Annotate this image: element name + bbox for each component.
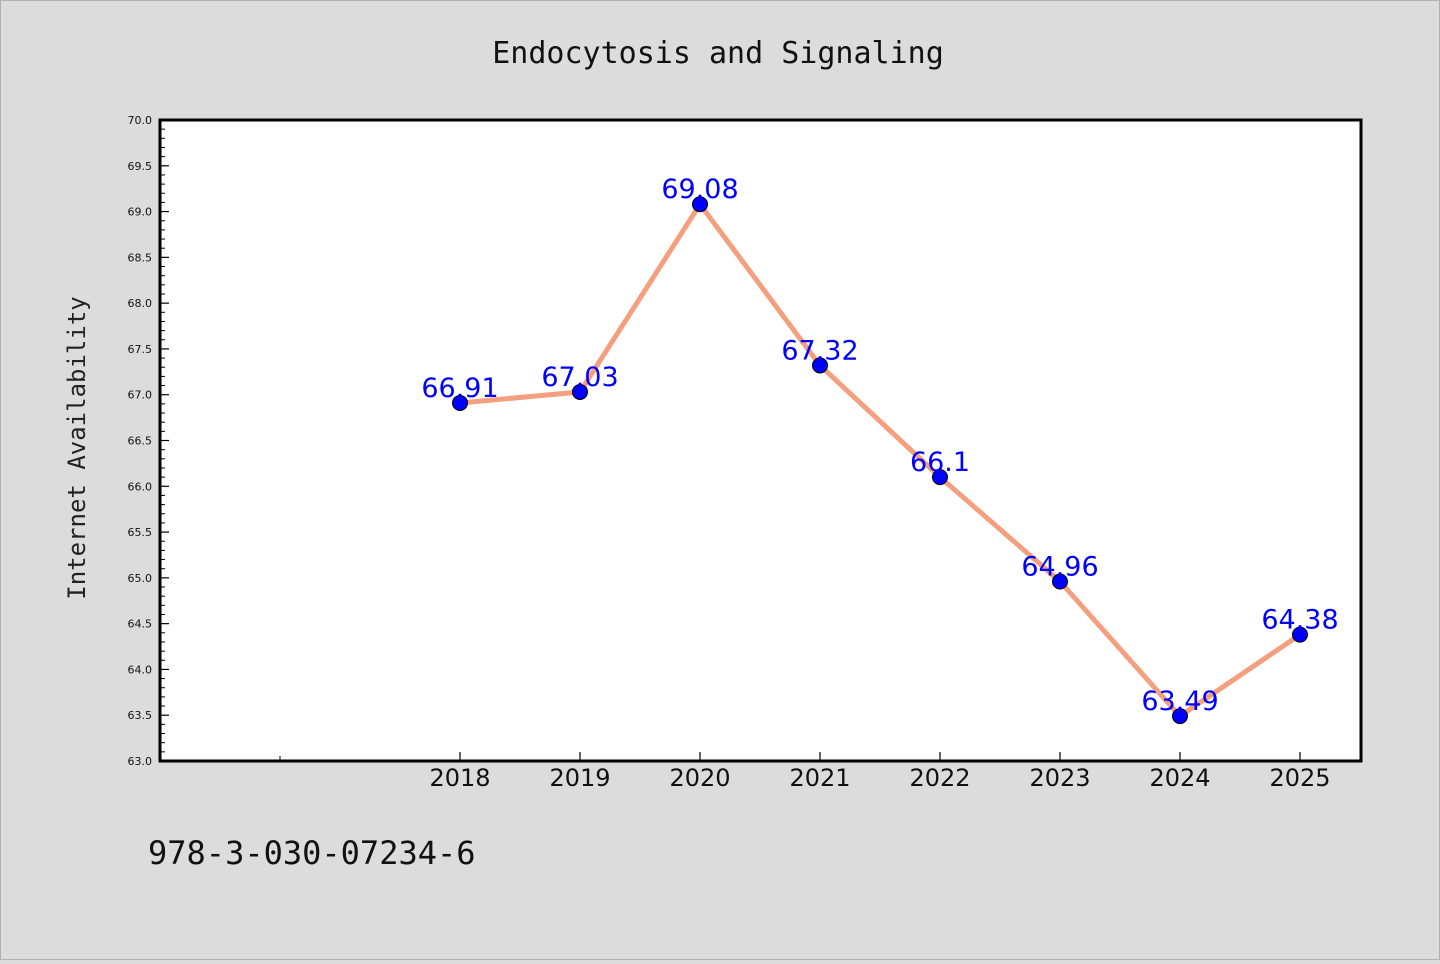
data-label: 67.32 [781, 335, 858, 366]
data-point [812, 357, 828, 374]
series-layer: 66.91 67.03 69.08 67.32 66.1 64.96 63.49 64.38 [421, 174, 1339, 725]
x-axis: 2018 2019 2020 2021 2022 2023 2024 2025 [159, 752, 1331, 792]
y-tick-label: 69.5 [128, 160, 153, 173]
footer-id: 978-3-030-07234-6 [148, 834, 476, 872]
chart-title: Endocytosis and Signaling [492, 36, 944, 71]
y-tick-label: 66.5 [128, 435, 153, 448]
y-tick-label: 67.0 [128, 389, 153, 402]
data-label: 64.96 [1021, 552, 1098, 583]
x-tick-label: 2024 [1149, 764, 1210, 792]
x-tick-label: 2018 [429, 764, 490, 792]
x-tick-label: 2019 [549, 764, 610, 792]
data-point [1292, 626, 1308, 643]
data-point [692, 196, 708, 213]
x-tick-label: 2025 [1269, 764, 1330, 792]
series-line [457, 201, 1303, 719]
data-point [572, 383, 588, 400]
y-tick-label: 65.0 [128, 572, 153, 585]
y-tick-label: 63.5 [128, 709, 153, 722]
y-tick-label: 69.0 [128, 206, 153, 219]
x-tick-label: 2021 [789, 764, 850, 792]
data-label: 66.1 [910, 447, 970, 478]
x-tick-label: 2020 [669, 764, 730, 792]
x-tick-label: 2023 [1029, 764, 1090, 792]
x-tick-label: 2022 [909, 764, 970, 792]
data-point [1052, 573, 1068, 590]
data-point [932, 469, 948, 486]
data-point [1172, 708, 1188, 725]
y-tick-label: 64.0 [128, 663, 153, 676]
data-label: 64.38 [1261, 605, 1338, 636]
y-axis-label: Internet Availability [63, 296, 91, 599]
y-tick-label: 68.0 [128, 297, 153, 310]
data-point [452, 394, 468, 411]
data-label: 67.03 [541, 362, 618, 393]
y-tick-label: 65.5 [128, 526, 153, 539]
y-tick-label: 66.0 [128, 480, 153, 493]
y-axis: 63.0 63.5 64.0 64.5 65.0 65.5 66.0 66.5 67.0 67.5… [128, 114, 169, 768]
y-tick-label: 68.5 [128, 251, 153, 264]
y-tick-label: 67.5 [128, 343, 153, 356]
y-tick-label: 63.0 [128, 755, 153, 768]
data-label: 69.08 [661, 174, 738, 205]
data-label: 66.91 [421, 373, 498, 404]
y-tick-label: 64.5 [128, 618, 153, 631]
plot-area [158, 118, 1363, 763]
y-tick-label: 70.0 [128, 114, 153, 127]
data-label: 63.49 [1141, 686, 1218, 717]
